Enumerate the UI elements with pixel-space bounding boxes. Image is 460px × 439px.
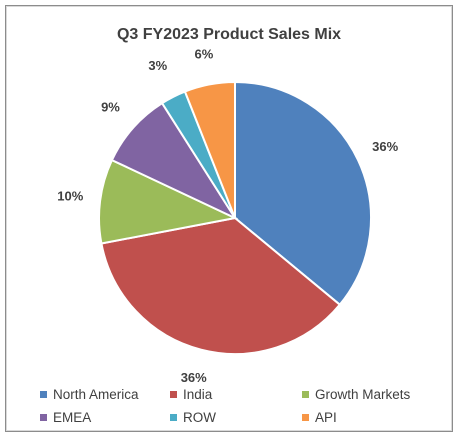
legend-label: API (315, 410, 337, 425)
pie-slice-north-america (234, 80, 372, 307)
legend-swatch (302, 391, 309, 398)
legend-swatch (170, 414, 177, 421)
legend-item-row: ROW (170, 410, 302, 425)
legend-row: EMEA ROW API (40, 406, 440, 429)
data-label-emea: 9% (101, 100, 120, 115)
data-label-india: 36% (181, 370, 207, 385)
legend-swatch (40, 414, 47, 421)
data-label-row: 3% (148, 58, 167, 73)
legend-item-emea: EMEA (40, 410, 170, 425)
data-label-growth-markets: 10% (57, 189, 83, 204)
legend-label: India (183, 387, 213, 402)
legend-label: Growth Markets (315, 387, 411, 402)
legend-item-api: API (302, 410, 337, 425)
pie-slice-growth-markets (98, 158, 239, 245)
pie-slices (98, 80, 372, 355)
pie-slice-api (183, 80, 236, 219)
legend-label: EMEA (53, 410, 92, 425)
legend-item-growth-markets: Growth Markets (302, 387, 410, 402)
legend-swatch (40, 391, 47, 398)
pie-slice-india (100, 216, 342, 355)
legend-swatch (302, 414, 309, 421)
legend-label: ROW (183, 410, 216, 425)
legend-label: North America (53, 387, 139, 402)
legend-swatch (170, 391, 177, 398)
legend-row: North America India Growth Markets (40, 383, 440, 406)
legend-item-north-america: North America (40, 387, 170, 402)
data-label-north-america: 36% (372, 139, 398, 154)
data-label-api: 6% (194, 46, 213, 61)
pie-data-labels: 36% 36% 10% 9% 3% 6% (57, 46, 398, 385)
legend-item-india: India (170, 387, 302, 402)
legend: North America India Growth Markets EMEA … (40, 383, 440, 429)
chart-title: Q3 FY2023 Product Sales Mix (116, 26, 342, 43)
